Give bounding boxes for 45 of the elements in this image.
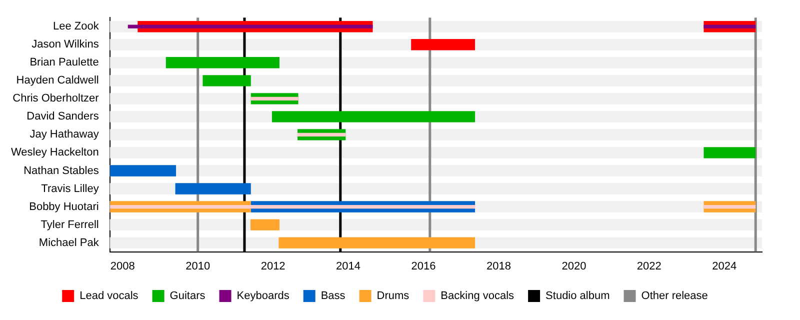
bar <box>298 132 346 136</box>
legend-label: Bass <box>320 290 346 302</box>
bar <box>250 96 298 100</box>
x-tick-label: 2010 <box>186 260 210 272</box>
x-tick-label: 2020 <box>562 260 586 272</box>
bar <box>704 147 756 158</box>
legend-label: Drums <box>376 290 410 302</box>
bar <box>704 24 756 28</box>
y-tick-label: Bobby Huotari <box>29 200 99 213</box>
x-tick-label: 2018 <box>486 260 511 272</box>
y-tick-label: Michael Pak <box>38 236 100 249</box>
legend-label: Lead vocals <box>80 290 139 302</box>
bar <box>175 183 251 194</box>
y-tick-label: David Sanders <box>26 110 100 123</box>
bar <box>250 219 280 230</box>
y-tick-label: Hayden Caldwell <box>16 74 99 87</box>
legend-label: Keyboards <box>236 290 290 302</box>
legend-label: Studio album <box>546 290 610 302</box>
y-tick-label: Chris Oberholtzer <box>12 92 100 105</box>
y-tick-label: Brian Paulette <box>30 56 99 69</box>
legend-label: Other release <box>641 290 708 302</box>
y-tick-label: Tyler Ferrell <box>40 218 99 231</box>
bar <box>166 57 280 68</box>
bar <box>411 39 476 50</box>
legend-label: Backing vocals <box>440 290 515 302</box>
y-tick-label: Travis Lilley <box>41 182 100 195</box>
bar <box>272 111 476 122</box>
y-tick-label: Wesley Hackelton <box>10 146 99 159</box>
y-tick-label: Jason Wilkins <box>32 38 100 51</box>
bar <box>128 24 373 28</box>
y-tick-label: Jay Hathaway <box>30 128 100 141</box>
x-tick-label: 2024 <box>712 260 737 272</box>
legend-label: Guitars <box>170 290 206 302</box>
x-tick-label: 2016 <box>411 260 436 272</box>
y-tick-label: Lee Zook <box>52 20 100 33</box>
x-tick-label: 2022 <box>636 260 662 272</box>
bar <box>202 75 251 86</box>
x-tick-label: 2008 <box>110 260 135 272</box>
bar <box>110 204 476 209</box>
bar <box>278 237 476 248</box>
bar <box>110 165 176 176</box>
x-tick-label: 2014 <box>336 260 361 272</box>
bar <box>704 204 756 209</box>
y-tick-label: Nathan Stables <box>24 164 100 177</box>
x-tick-label: 2012 <box>260 260 286 272</box>
